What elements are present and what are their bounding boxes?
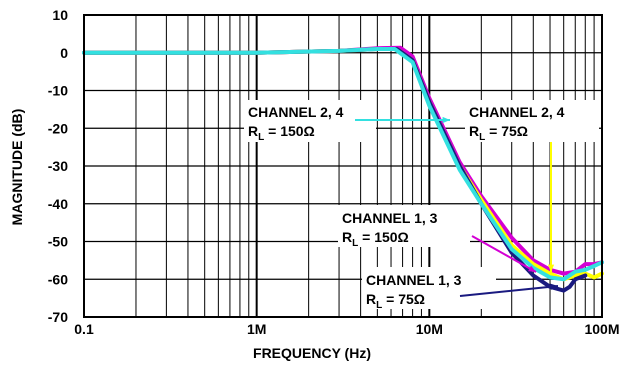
y-tick-labels: 10 0 -10 -20 -30 -40 -50 -60 -70 xyxy=(48,7,68,325)
x-tick-label: 0.1 xyxy=(74,321,94,337)
annotation-load-label: RL = 75Ω xyxy=(366,291,425,311)
series-line-4 xyxy=(82,47,604,282)
y-axis-title: MAGNITUDE (dB) xyxy=(9,109,25,226)
y-tick-label: 0 xyxy=(60,45,68,61)
annotation-box xyxy=(244,100,376,142)
series-layer xyxy=(82,45,604,293)
y-tick-label: -60 xyxy=(48,271,68,287)
annotation-arrowhead xyxy=(528,265,536,272)
annotation-channel-label: CHANNEL 1, 3 xyxy=(342,210,438,226)
y-tick-label: -30 xyxy=(48,158,68,174)
x-axis-title: FREQUENCY (Hz) xyxy=(253,345,371,361)
annotation-load-label: RL = 150Ω xyxy=(248,123,315,143)
annotation-channel-label: CHANNEL 1, 3 xyxy=(366,272,462,288)
annotation-channel-label: CHANNEL 2, 4 xyxy=(248,104,344,120)
annotation-arrowhead xyxy=(442,116,450,124)
annotation-layer: CHANNEL 2, 4 RL = 150Ω CHANNEL 2, 4 RL = 75… xyxy=(244,100,599,311)
annotation-arrowhead xyxy=(550,283,558,290)
annotation-channel-label: CHANNEL 2, 4 xyxy=(469,104,565,120)
x-tick-label: 1M xyxy=(247,321,266,337)
y-tick-label: -20 xyxy=(48,120,68,136)
annotation-box xyxy=(338,205,470,247)
y-tick-label: -70 xyxy=(48,309,68,325)
annotation-box xyxy=(362,267,496,309)
y-tick-label: -40 xyxy=(48,196,68,212)
y-tick-label: -10 xyxy=(48,83,68,99)
x-tick-label: 10M xyxy=(416,321,443,337)
annotation-load-label: RL = 150Ω xyxy=(342,229,409,249)
plot-frame xyxy=(83,14,603,318)
annotation-load-label: RL = 75Ω xyxy=(469,123,528,143)
x-tick-label: 100M xyxy=(584,321,619,337)
y-tick-label: -50 xyxy=(48,234,68,250)
y-tick-label: 10 xyxy=(52,7,68,23)
x-tick-labels: 0.1 1M 10M 100M xyxy=(74,321,619,337)
annotation-leader xyxy=(471,235,537,273)
annotation-box xyxy=(465,100,599,142)
annotation-arrowhead xyxy=(547,264,555,272)
annotation-leader xyxy=(459,285,559,297)
